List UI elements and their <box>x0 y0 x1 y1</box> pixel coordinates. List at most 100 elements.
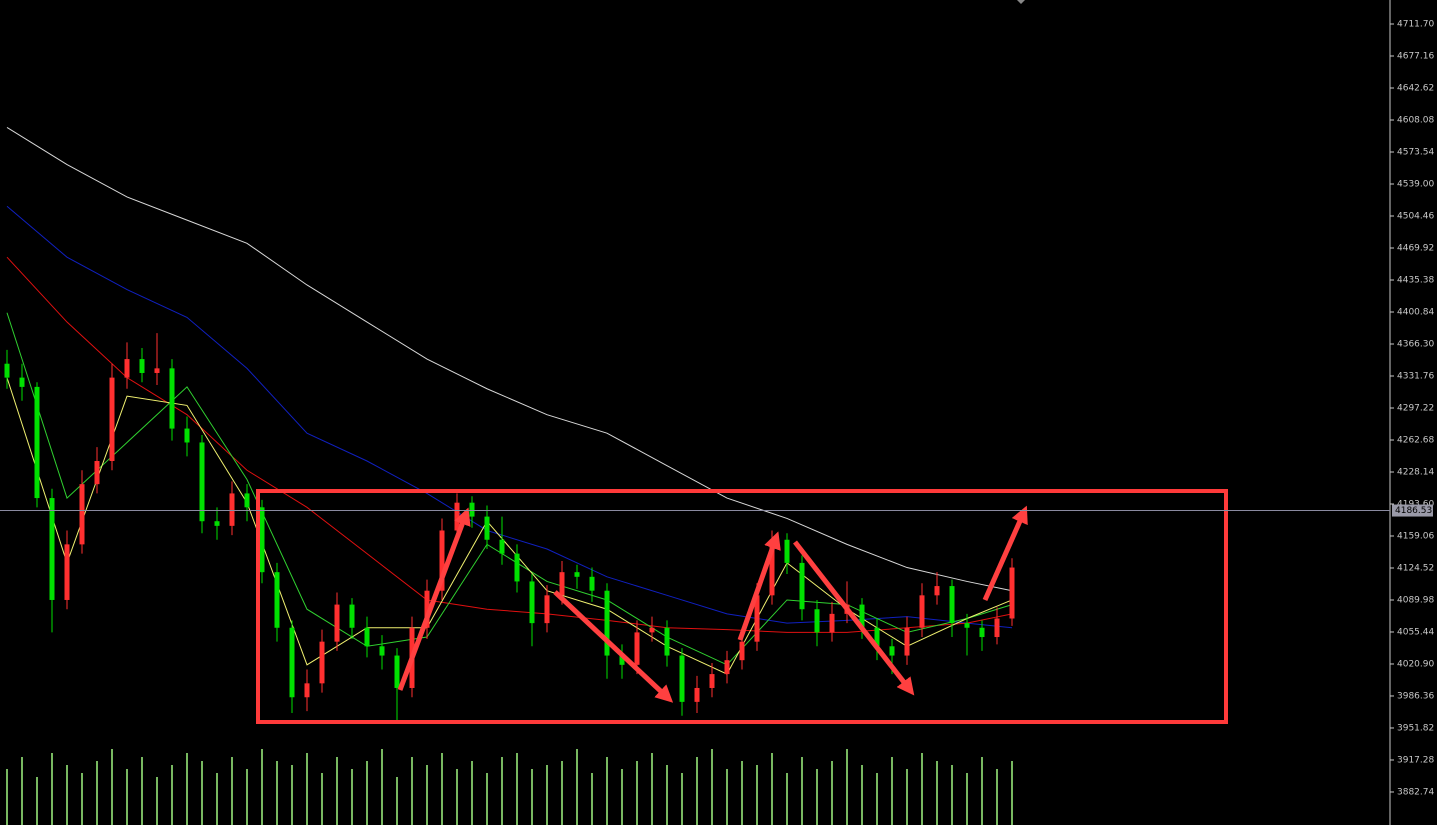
y-tick-label: 4020.90 <box>1397 659 1434 669</box>
y-tick-label: 4435.38 <box>1397 275 1434 285</box>
y-tick-label: 3951.82 <box>1397 723 1434 733</box>
candle-body <box>214 521 220 526</box>
highlight-box <box>256 489 1228 724</box>
candle-body <box>319 641 325 684</box>
moving-average <box>6 205 1013 629</box>
candle-body <box>379 646 385 656</box>
arrow <box>737 531 781 641</box>
candle-body <box>484 516 490 540</box>
last-price-label: 4186.53 <box>1395 506 1432 516</box>
y-tick-label: 4642.62 <box>1397 83 1434 93</box>
candle-body <box>754 595 760 642</box>
arrow <box>793 540 915 696</box>
candle-body <box>334 604 340 642</box>
arrow <box>982 505 1028 602</box>
candle-body <box>544 595 550 624</box>
candle-body <box>529 581 535 624</box>
y-tick-label: 4469.92 <box>1397 243 1434 253</box>
candle-body <box>964 623 970 628</box>
candle-body <box>649 627 655 633</box>
plot-area <box>4 127 1015 825</box>
y-tick-label: 4159.06 <box>1397 531 1434 541</box>
candle-body <box>34 386 40 499</box>
moving-average <box>6 127 1013 592</box>
y-tick-label: 4711.70 <box>1397 19 1434 29</box>
candle-body <box>304 683 310 698</box>
candle-body <box>859 604 865 628</box>
candle-body <box>874 627 880 647</box>
candle-body <box>994 618 1000 638</box>
candle-body <box>124 359 130 378</box>
candle-body <box>4 363 10 378</box>
candle-body <box>679 655 685 702</box>
candle-body <box>589 576 595 591</box>
candle-body <box>229 493 235 526</box>
candle-body <box>499 539 505 554</box>
trend-arrows <box>397 505 1028 703</box>
candle-body <box>64 544 70 600</box>
y-tick-label: 4297.22 <box>1397 403 1434 413</box>
y-tick-label: 4539.00 <box>1397 179 1434 189</box>
candle-body <box>94 460 100 485</box>
y-tick-label: 4608.08 <box>1397 115 1434 125</box>
candle-body <box>154 368 160 373</box>
candle-body <box>424 590 430 628</box>
candle-body <box>904 627 910 656</box>
y-tick-label: 4366.30 <box>1397 339 1434 349</box>
candle-body <box>709 674 715 688</box>
candle-body <box>184 428 190 443</box>
candle-body <box>799 562 805 610</box>
candle-body <box>724 660 730 675</box>
candle-body <box>109 377 115 461</box>
candle-body <box>634 632 640 665</box>
y-tick-label: 4262.68 <box>1397 435 1434 445</box>
candle-body <box>829 613 835 633</box>
y-tick-label: 4193.60 <box>1397 499 1434 509</box>
arrow <box>553 590 674 703</box>
candle-body <box>604 590 610 656</box>
candle-body <box>244 493 250 508</box>
marker <box>1017 0 1025 4</box>
y-tick-label: 4573.54 <box>1397 147 1434 157</box>
y-tick-label: 4677.16 <box>1397 51 1434 61</box>
moving-average <box>6 256 1013 633</box>
candle-body <box>259 507 265 573</box>
y-tick-label: 4331.76 <box>1397 371 1434 381</box>
candle-body <box>949 586 955 624</box>
candle-body <box>769 539 775 596</box>
y-tick-label: 4228.14 <box>1397 467 1434 477</box>
y-tick-label: 4089.98 <box>1397 595 1434 605</box>
candle-body <box>814 609 820 633</box>
candle-body <box>439 530 445 591</box>
candle-body <box>169 368 175 429</box>
last-price-box <box>1392 504 1433 517</box>
candle-body <box>889 646 895 656</box>
candle-body <box>979 627 985 638</box>
candle-body <box>514 553 520 582</box>
y-tick-label: 4055.44 <box>1397 627 1434 637</box>
candle-body <box>619 655 625 665</box>
candle-body <box>139 359 145 373</box>
candle-body <box>274 572 280 628</box>
candle-body <box>934 586 940 596</box>
candle-body <box>199 442 205 522</box>
candle-body <box>739 641 745 661</box>
y-tick-label: 4124.52 <box>1397 563 1434 573</box>
candle-body <box>1009 567 1015 619</box>
candle-body <box>784 539 790 563</box>
candle-body <box>79 484 85 545</box>
candle-body <box>364 627 370 647</box>
arrow <box>397 507 471 691</box>
candle-body <box>919 595 925 628</box>
candle-body <box>664 627 670 656</box>
candle-body <box>349 604 355 628</box>
candle-body <box>49 498 55 600</box>
candle-body <box>574 572 580 577</box>
y-tick-label: 3917.28 <box>1397 755 1434 765</box>
candle-body <box>289 627 295 698</box>
y-tick-label: 3882.74 <box>1397 787 1434 797</box>
y-tick-label: 4504.46 <box>1397 211 1434 221</box>
y-tick-label: 3986.36 <box>1397 691 1434 701</box>
